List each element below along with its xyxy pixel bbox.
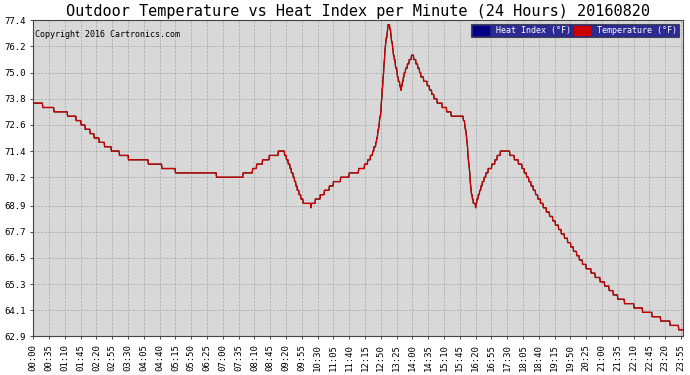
- Legend: Heat Index (°F), Temperature (°F): Heat Index (°F), Temperature (°F): [471, 24, 679, 37]
- Title: Outdoor Temperature vs Heat Index per Minute (24 Hours) 20160820: Outdoor Temperature vs Heat Index per Mi…: [66, 4, 650, 19]
- Text: Copyright 2016 Cartronics.com: Copyright 2016 Cartronics.com: [34, 30, 179, 39]
